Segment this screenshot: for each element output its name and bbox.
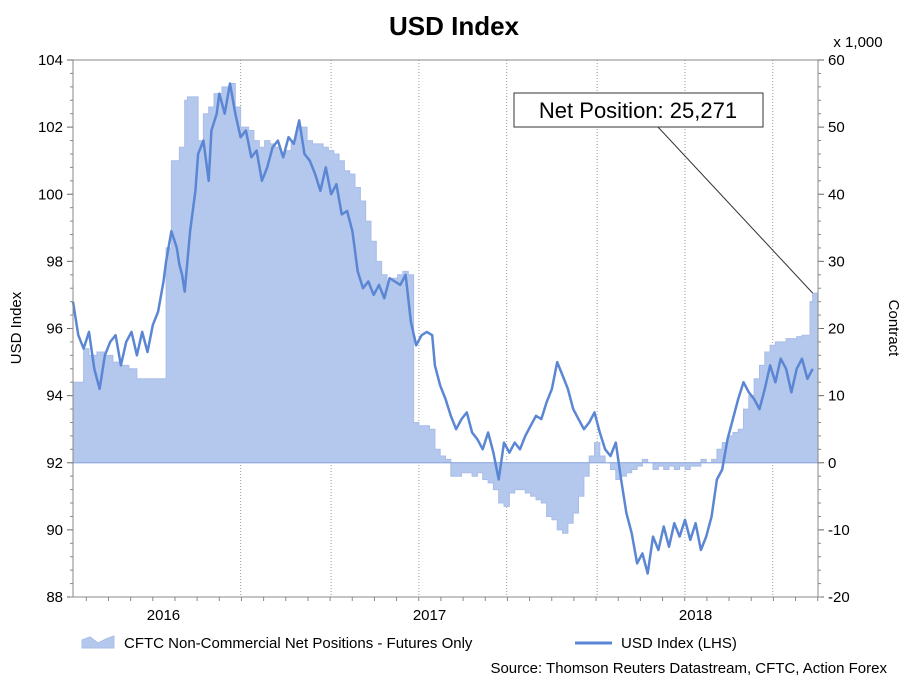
callout-box xyxy=(513,92,764,128)
right-tick-label: 10 xyxy=(828,388,845,405)
source-note: Source: Thomson Reuters Datastream, CFTC… xyxy=(490,660,887,677)
left-tick-label: 94 xyxy=(46,388,63,405)
x-axis-ticks: 2016 2017 2018 xyxy=(85,597,819,624)
usd-index-line xyxy=(71,82,814,575)
right-axis-unit-label: x 1,000 xyxy=(833,34,882,51)
legend-label-usd-index: USD Index (LHS) xyxy=(621,635,737,652)
left-axis-label: USD Index xyxy=(8,291,25,364)
x-tick-label: 2018 xyxy=(679,607,712,624)
left-tick-label: 96 xyxy=(46,321,63,338)
callout-text: Net Position: 25,271 xyxy=(539,98,737,123)
x-tick-label: 2017 xyxy=(413,607,446,624)
net-positions-area xyxy=(72,83,819,534)
left-tick-label: 104 xyxy=(38,52,63,69)
left-tick-label: 100 xyxy=(38,186,63,203)
right-axis-label: Contract xyxy=(885,300,902,358)
right-tick-label: -20 xyxy=(828,589,850,606)
right-tick-label: 50 xyxy=(828,119,845,136)
chart-title: USD Index xyxy=(389,11,520,41)
left-tick-label: 102 xyxy=(38,119,63,136)
legend-label-net-positions: CFTC Non-Commercial Net Positions - Futu… xyxy=(124,635,473,652)
x-tick-label: 2016 xyxy=(147,607,180,624)
usd-index-line-layer xyxy=(71,82,814,575)
right-tick-label: 30 xyxy=(828,253,845,270)
right-tick-label: -10 xyxy=(828,522,850,539)
right-axis-ticks: -20 -10 0 10 20 30 40 50 60 xyxy=(818,52,850,606)
legend: CFTC Non-Commercial Net Positions - Futu… xyxy=(81,635,737,652)
right-tick-label: 0 xyxy=(828,455,836,472)
right-tick-label: 60 xyxy=(828,52,845,69)
net-positions-area-layer xyxy=(72,83,819,534)
legend-area-swatch xyxy=(81,635,115,649)
left-tick-label: 90 xyxy=(46,522,63,539)
right-tick-label: 20 xyxy=(828,321,845,338)
left-tick-label: 88 xyxy=(46,589,63,606)
net-position-callout: Net Position: 25,271 xyxy=(513,92,814,294)
left-tick-label: 92 xyxy=(46,455,63,472)
callout-leader-line xyxy=(657,126,814,294)
left-axis-ticks: 88 90 92 94 96 98 100 102 104 xyxy=(38,52,73,606)
right-tick-label: 40 xyxy=(828,186,845,203)
gridlines xyxy=(240,60,774,597)
left-tick-label: 98 xyxy=(46,253,63,270)
